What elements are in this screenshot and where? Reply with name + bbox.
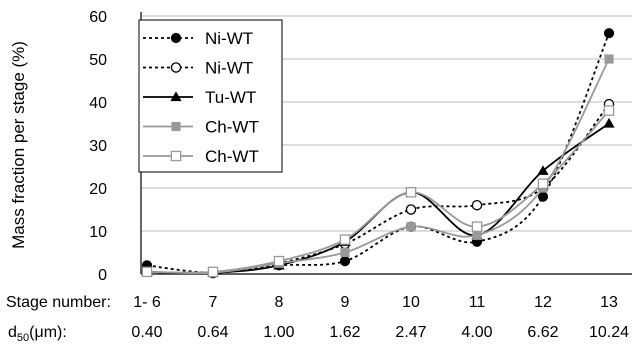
y-tick-label: 20	[89, 181, 107, 198]
legend-item: Ch-WT	[143, 147, 259, 166]
y-tick-label: 10	[89, 224, 107, 241]
data-point	[603, 28, 615, 39]
legend: Ni-WT Ni-WT Tu-WT Ch-WT Ch-WT	[138, 19, 283, 173]
legend-item: Ni-WT	[143, 29, 253, 48]
stage-number-row-label: Stage number:	[6, 294, 111, 311]
data-point	[207, 266, 219, 278]
legend-item: Ch-WT	[143, 118, 259, 137]
d50-values: 0.40 0.64 1.00 1.62 2.47 4.00 6.62 10.24	[131, 324, 629, 341]
x-tick-label: 13	[600, 294, 618, 311]
legend-label: Ch-WT	[205, 147, 259, 166]
legend-item: Tu-WT	[143, 88, 256, 107]
data-point	[537, 165, 549, 175]
d50-value: 6.62	[527, 324, 558, 341]
data-point	[340, 247, 350, 258]
y-tick-label: 30	[89, 138, 107, 155]
d50-value: 10.24	[589, 324, 629, 341]
legend-label: Ni-WT	[205, 29, 253, 48]
data-point	[273, 255, 285, 267]
legend-marker	[170, 91, 182, 102]
data-point	[405, 187, 417, 198]
d50-value: 1.00	[263, 324, 294, 341]
data-point	[141, 266, 153, 278]
legend-marker	[170, 62, 182, 73]
y-tick-label: 60	[89, 9, 107, 26]
data-point	[603, 117, 615, 128]
legend-marker	[170, 32, 182, 44]
data-point	[604, 54, 614, 64]
series-5	[141, 105, 615, 278]
data-point	[405, 204, 417, 215]
data-point	[339, 256, 351, 267]
x-tick-label: 12	[534, 294, 552, 311]
legend-label: Tu-WT	[205, 88, 256, 107]
series-lines	[141, 28, 615, 279]
x-category-labels: 1- 6 7 8 9 10 11 12 13	[133, 294, 618, 311]
y-tick-label: 0	[98, 267, 107, 284]
data-point	[472, 230, 482, 240]
data-point	[339, 234, 351, 245]
x-tick-label: 10	[402, 294, 420, 311]
d50-label-text: d50(μm):	[8, 324, 67, 344]
d50-value: 4.00	[461, 324, 492, 341]
x-tick-label: 8	[275, 294, 284, 311]
y-tick-label: 50	[89, 52, 107, 69]
data-point	[537, 178, 549, 189]
legend-marker	[171, 121, 181, 132]
y-axis-title: Mass fraction per stage (%)	[9, 41, 28, 249]
legend-label: Ni-WT	[205, 59, 253, 78]
legend-item: Ni-WT	[143, 59, 253, 78]
x-tick-label: 9	[341, 294, 350, 311]
d50-value: 0.64	[197, 324, 228, 341]
d50-value: 0.40	[131, 324, 162, 341]
d50-value: 1.62	[329, 324, 360, 341]
d50-value: 2.47	[395, 324, 426, 341]
data-point	[406, 222, 416, 232]
y-tick-label: 40	[89, 95, 107, 112]
data-point	[471, 221, 483, 232]
data-point	[603, 105, 615, 116]
legend-marker	[170, 150, 182, 162]
x-tick-label: 11	[469, 294, 486, 311]
y-tick-labels: 0 10 20 30 40 50 60	[89, 9, 107, 284]
data-point	[471, 199, 483, 211]
legend-label: Ch-WT	[205, 118, 259, 137]
x-tick-label: 7	[209, 294, 218, 311]
d50-row-label: d50(μm):	[8, 324, 67, 344]
legend-box	[138, 19, 283, 173]
x-tick-label: 1- 6	[133, 294, 161, 311]
